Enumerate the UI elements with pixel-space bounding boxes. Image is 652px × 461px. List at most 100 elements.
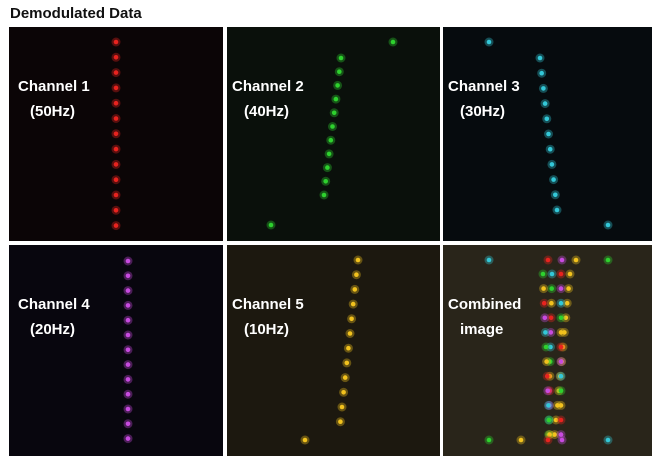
spot bbox=[329, 138, 334, 143]
spot bbox=[539, 71, 544, 76]
spot bbox=[126, 422, 131, 427]
spot bbox=[114, 208, 119, 213]
spot bbox=[551, 177, 556, 182]
spot bbox=[391, 40, 396, 45]
spot bbox=[559, 418, 564, 423]
panel-label: Channel 5 bbox=[232, 296, 304, 313]
spot bbox=[114, 162, 119, 167]
spot bbox=[545, 374, 550, 379]
spot bbox=[322, 193, 327, 198]
spot bbox=[487, 258, 492, 263]
spot bbox=[547, 418, 552, 423]
spot bbox=[550, 272, 555, 277]
spot bbox=[543, 316, 548, 321]
spot bbox=[559, 316, 564, 321]
spot bbox=[126, 274, 131, 279]
spot bbox=[559, 374, 564, 379]
spot bbox=[114, 116, 119, 121]
spot bbox=[345, 361, 350, 366]
spot bbox=[349, 317, 354, 322]
figure: Demodulated Data Channel 1 (50Hz) Channel … bbox=[0, 0, 652, 456]
spot bbox=[126, 303, 131, 308]
spot bbox=[541, 86, 546, 91]
spot bbox=[541, 272, 546, 277]
spot bbox=[354, 272, 359, 277]
spot bbox=[546, 438, 551, 443]
spot bbox=[544, 345, 549, 350]
spot bbox=[337, 69, 342, 74]
spot bbox=[555, 208, 560, 213]
spot bbox=[114, 86, 119, 91]
spot bbox=[332, 111, 337, 116]
spot bbox=[553, 193, 558, 198]
spot bbox=[566, 286, 571, 291]
spot bbox=[606, 438, 611, 443]
spot bbox=[546, 258, 551, 263]
image-panel bbox=[227, 27, 440, 241]
spot bbox=[126, 318, 131, 323]
figure-title: Demodulated Data bbox=[10, 5, 142, 22]
spot bbox=[542, 301, 547, 306]
spot bbox=[606, 223, 611, 228]
spot bbox=[126, 348, 131, 353]
spot bbox=[114, 193, 119, 198]
spot bbox=[334, 97, 339, 102]
spot bbox=[346, 346, 351, 351]
spot bbox=[559, 359, 564, 364]
panel-label: (50Hz) bbox=[30, 103, 75, 120]
spot bbox=[341, 390, 346, 395]
spot bbox=[559, 272, 564, 277]
spot bbox=[330, 124, 335, 129]
spot bbox=[559, 389, 564, 394]
panel-label: Channel 2 bbox=[232, 78, 304, 95]
spot bbox=[325, 165, 330, 170]
spot bbox=[126, 333, 131, 338]
spot bbox=[568, 272, 573, 277]
spot bbox=[559, 345, 564, 350]
spot bbox=[114, 177, 119, 182]
spot bbox=[114, 132, 119, 137]
spot bbox=[565, 301, 570, 306]
spot bbox=[560, 438, 565, 443]
spot bbox=[549, 316, 554, 321]
spot bbox=[303, 438, 308, 443]
spot bbox=[546, 132, 551, 137]
panel-label: (40Hz) bbox=[244, 103, 289, 120]
spot bbox=[351, 302, 356, 307]
spot bbox=[543, 330, 548, 335]
spot bbox=[327, 152, 332, 157]
panel-label: (10Hz) bbox=[244, 321, 289, 338]
spot bbox=[559, 403, 564, 408]
spot bbox=[126, 436, 131, 441]
panel-label: Channel 1 bbox=[18, 78, 90, 95]
spot bbox=[114, 40, 119, 45]
panel-label: Channel 4 bbox=[18, 296, 90, 313]
spot bbox=[126, 259, 131, 264]
spot bbox=[114, 101, 119, 106]
spot bbox=[560, 258, 565, 263]
image-panel bbox=[9, 245, 223, 456]
spot bbox=[574, 258, 579, 263]
spot bbox=[323, 179, 328, 184]
spot bbox=[549, 286, 554, 291]
spot bbox=[126, 392, 131, 397]
spot bbox=[548, 147, 553, 152]
image-panel bbox=[227, 245, 440, 456]
spot bbox=[519, 438, 524, 443]
panel-label: image bbox=[460, 321, 503, 338]
spot bbox=[340, 405, 345, 410]
spot bbox=[544, 359, 549, 364]
spot bbox=[559, 286, 564, 291]
spot bbox=[126, 362, 131, 367]
panel-label: (20Hz) bbox=[30, 321, 75, 338]
spot bbox=[538, 56, 543, 61]
spot bbox=[126, 377, 131, 382]
spot bbox=[356, 258, 361, 263]
spot bbox=[348, 331, 353, 336]
spot bbox=[559, 330, 564, 335]
spot bbox=[545, 117, 550, 122]
spot bbox=[487, 438, 492, 443]
spot bbox=[546, 389, 551, 394]
spot bbox=[559, 301, 564, 306]
spot bbox=[126, 407, 131, 412]
